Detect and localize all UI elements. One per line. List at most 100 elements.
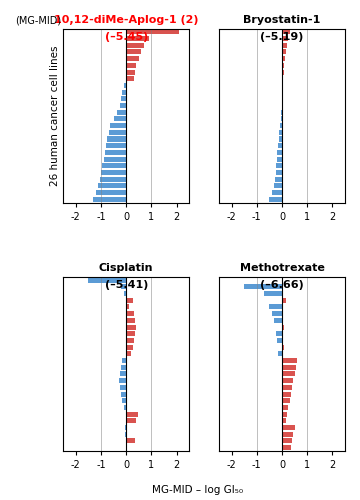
Bar: [126, 438, 135, 444]
Bar: [126, 30, 179, 35]
Bar: [126, 298, 132, 303]
Bar: [120, 372, 126, 376]
Bar: [109, 130, 126, 135]
Bar: [126, 338, 134, 343]
Bar: [282, 398, 289, 404]
Bar: [126, 36, 149, 41]
Bar: [121, 392, 126, 396]
Bar: [282, 76, 283, 81]
Bar: [282, 405, 288, 410]
Bar: [121, 284, 126, 290]
Bar: [282, 278, 283, 282]
Bar: [282, 344, 284, 350]
Text: Bryostatin-1: Bryostatin-1: [243, 15, 321, 25]
Bar: [272, 190, 282, 195]
Bar: [126, 76, 134, 81]
Bar: [282, 438, 292, 444]
Bar: [282, 50, 286, 54]
Bar: [276, 170, 282, 175]
Bar: [121, 96, 126, 102]
Bar: [126, 304, 129, 310]
Bar: [124, 83, 126, 88]
Bar: [126, 63, 136, 68]
Bar: [282, 392, 291, 396]
Bar: [122, 90, 126, 94]
Bar: [101, 170, 126, 175]
Bar: [282, 70, 284, 74]
Bar: [117, 110, 126, 114]
Bar: [96, 190, 126, 195]
Text: (–5.19): (–5.19): [260, 32, 303, 42]
Bar: [126, 56, 139, 61]
Bar: [120, 103, 126, 108]
Bar: [282, 445, 291, 450]
Bar: [276, 164, 282, 168]
Bar: [281, 116, 282, 121]
Text: (–5.45): (–5.45): [105, 32, 148, 42]
Bar: [282, 385, 292, 390]
Text: MG-MID – log GI₅₀: MG-MID – log GI₅₀: [152, 485, 244, 495]
Bar: [269, 197, 282, 202]
Text: 10,12-diMe-Aplog-1 (2): 10,12-diMe-Aplog-1 (2): [54, 15, 198, 25]
Bar: [282, 412, 287, 416]
Bar: [275, 176, 282, 182]
Bar: [278, 143, 282, 148]
Bar: [274, 184, 282, 188]
Bar: [126, 344, 132, 350]
Text: (–5.41): (–5.41): [104, 280, 148, 290]
Bar: [100, 176, 126, 182]
Bar: [126, 311, 134, 316]
Bar: [282, 432, 293, 436]
Bar: [282, 298, 286, 303]
Bar: [126, 418, 136, 424]
Bar: [126, 318, 135, 323]
Text: Methotrexate: Methotrexate: [239, 264, 324, 274]
Bar: [282, 42, 287, 48]
Bar: [264, 291, 282, 296]
Bar: [126, 445, 127, 450]
Bar: [282, 56, 285, 61]
Bar: [126, 332, 135, 336]
Bar: [279, 136, 282, 141]
Bar: [126, 70, 135, 74]
Bar: [282, 358, 297, 363]
Bar: [114, 116, 126, 121]
Bar: [120, 385, 126, 390]
Bar: [122, 358, 126, 363]
Bar: [269, 304, 282, 310]
Bar: [94, 197, 126, 202]
Bar: [122, 398, 126, 404]
Bar: [282, 36, 288, 41]
Bar: [110, 123, 126, 128]
Bar: [126, 50, 141, 54]
Bar: [107, 136, 126, 141]
Bar: [106, 143, 126, 148]
Bar: [89, 278, 126, 282]
Bar: [244, 284, 282, 290]
Bar: [282, 30, 289, 35]
Bar: [280, 123, 282, 128]
Bar: [124, 405, 126, 410]
Bar: [279, 130, 282, 135]
Bar: [126, 42, 144, 48]
Bar: [277, 156, 282, 162]
Bar: [278, 150, 282, 155]
Text: Cisplatin: Cisplatin: [99, 264, 153, 274]
Bar: [104, 156, 126, 162]
Text: (MG-MID): (MG-MID): [15, 15, 62, 25]
Bar: [276, 332, 282, 336]
Text: (–6.66): (–6.66): [260, 280, 304, 290]
Bar: [99, 184, 126, 188]
Bar: [119, 378, 126, 383]
Bar: [282, 418, 286, 424]
Bar: [282, 425, 294, 430]
Bar: [272, 311, 282, 316]
Bar: [277, 338, 282, 343]
Bar: [121, 364, 126, 370]
Bar: [282, 378, 293, 383]
Bar: [102, 164, 126, 168]
Bar: [282, 83, 283, 88]
Bar: [282, 372, 294, 376]
Bar: [126, 412, 138, 416]
Bar: [126, 324, 136, 330]
